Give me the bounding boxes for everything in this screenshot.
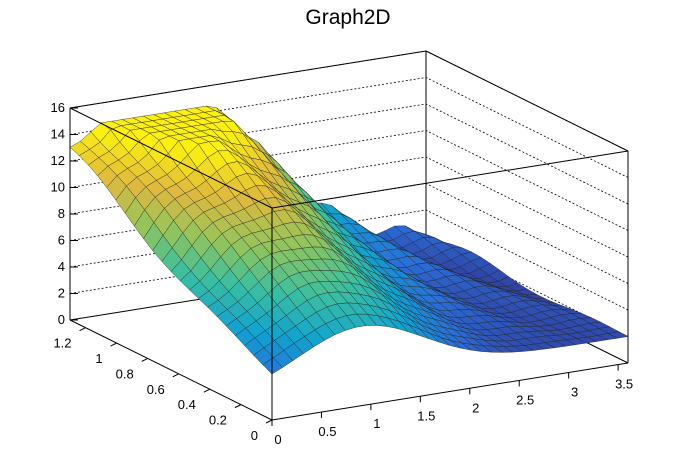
y-tick-label: 0 [251,428,258,443]
x-tick-label: 2.5 [516,392,534,407]
y-tick [234,404,242,409]
y-tick [265,419,273,424]
y-tick-label: 0.6 [147,382,165,397]
y-tick-label: 1 [95,351,102,366]
frame-edge [69,50,427,109]
y-tick-label: 1.2 [53,336,71,351]
y-tick [172,373,179,378]
y-tick [110,342,117,347]
frame-edge [425,50,629,152]
z-tick-label: 8 [58,206,65,221]
frame-edge [69,319,273,421]
y-tick [141,358,148,362]
y-axis-ticks: 0 0.2 0.4 0.6 0.8 1 1.2 [53,327,273,443]
y-tick-label: 0.4 [178,397,196,412]
surface-mesh [69,105,629,375]
z-tick-label: 0 [58,312,65,327]
surface-cell [607,331,629,339]
z-axis-ticks: 0 2 4 6 8 10 12 14 16 [51,100,78,327]
z-tick-label: 10 [51,180,65,195]
y-tick-label: 0.8 [116,366,134,381]
x-tick-label: 0 [274,432,281,447]
x-tick-label: 1 [373,416,380,431]
y-tick [79,327,86,332]
x-tick-label: 0.5 [318,424,336,439]
x-tick-label: 3.5 [615,377,633,392]
y-tick-label: 0.2 [209,413,227,428]
z-tick-label: 6 [58,233,65,248]
x-tick-label: 1.5 [417,408,435,423]
x-tick-label: 3 [571,385,578,400]
z-tick-label: 4 [58,259,65,274]
y-tick [203,388,211,393]
z-tick-label: 14 [51,127,65,142]
z-tick-label: 2 [58,286,65,301]
x-tick-label: 2 [472,400,479,415]
chart-title: Graph2D [305,6,390,29]
front-frame [69,107,629,420]
top-front-edge [271,150,629,209]
z-tick-label: 16 [51,100,65,115]
top-left-edge [69,107,273,209]
z-tick-label: 12 [51,153,65,168]
x-axis-ticks: 0 0.5 1 1.5 2 2.5 3 3.5 [271,364,633,447]
